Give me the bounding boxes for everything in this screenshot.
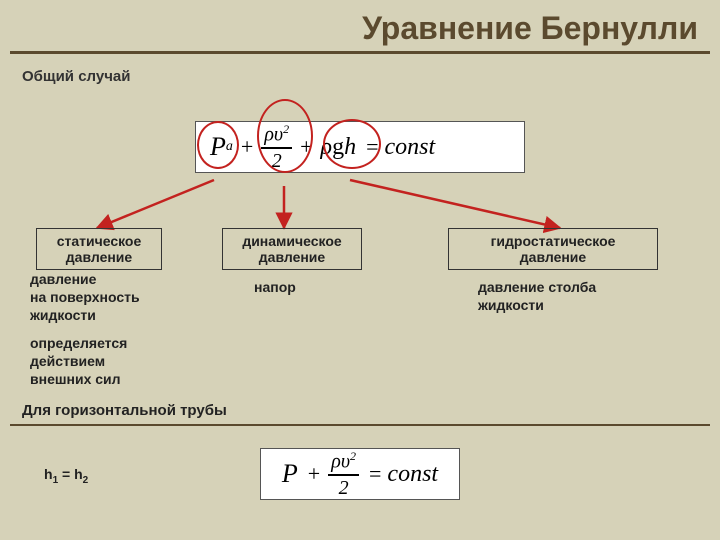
eq2-plus: + bbox=[308, 461, 320, 487]
eq2-const: const bbox=[387, 461, 438, 488]
eq1-const: const bbox=[384, 134, 435, 161]
desc-hydro-l2: жидкости bbox=[478, 297, 544, 313]
desc-static-l1: давление bbox=[30, 271, 96, 287]
desc-hydrostatic: давление столба жидкости bbox=[478, 278, 596, 314]
box-static-l1: статическое bbox=[57, 233, 142, 249]
box-dynamic-l1: динамическое bbox=[242, 233, 341, 249]
box-dynamic: динамическое давление bbox=[222, 228, 362, 270]
oval-hydrostatic bbox=[323, 119, 381, 169]
desc-dynamic-text: напор bbox=[254, 279, 296, 295]
equation-1-wrap: Pa + ρυ2 2 + ρgh = const bbox=[195, 99, 525, 194]
h1-eq-h2: h1 = h2 bbox=[44, 466, 88, 486]
desc-ext-l3: внешних сил bbox=[30, 371, 121, 387]
subheading-general: Общий случай bbox=[0, 54, 720, 85]
desc-static-l3: жидкости bbox=[30, 307, 96, 323]
desc-external-forces: определяется действием внешних сил bbox=[30, 334, 127, 389]
section2-rule bbox=[10, 424, 710, 426]
desc-static: давление на поверхность жидкости bbox=[30, 270, 140, 325]
eq2-P: P bbox=[282, 459, 298, 489]
h1-var: h bbox=[44, 466, 53, 482]
box-hydro-l1: гидростатическое bbox=[491, 233, 616, 249]
box-hydrostatic: гидростатическое давление bbox=[448, 228, 658, 270]
h2-sub: 2 bbox=[83, 475, 89, 486]
eq2-equals: = bbox=[369, 461, 381, 487]
box-static-l2: давление bbox=[66, 249, 132, 265]
box-dynamic-l2: давление bbox=[259, 249, 325, 265]
desc-dynamic: напор bbox=[254, 278, 296, 296]
eq1-plus-1: + bbox=[241, 134, 253, 160]
eq2-den: 2 bbox=[336, 478, 352, 498]
oval-dynamic bbox=[257, 99, 313, 173]
eq2-rho: ρ bbox=[331, 451, 341, 473]
box-static: статическое давление bbox=[36, 228, 162, 270]
h2-var: h bbox=[74, 466, 83, 482]
desc-static-l2: на поверхность bbox=[30, 289, 140, 305]
eq2-v: υ bbox=[341, 451, 350, 473]
desc-ext-l1: определяется bbox=[30, 335, 127, 351]
subheading-horizontal: Для горизонтальной трубы bbox=[22, 402, 227, 419]
equation-2: P + ρυ2 2 = const bbox=[260, 448, 460, 500]
eq2-exp: 2 bbox=[350, 449, 356, 463]
eq2-bar bbox=[328, 474, 359, 476]
h-eq-sign: = bbox=[58, 466, 74, 482]
desc-ext-l2: действием bbox=[30, 353, 105, 369]
desc-hydro-l1: давление столба bbox=[478, 279, 596, 295]
equation-2-wrap: P + ρυ2 2 = const bbox=[260, 448, 460, 500]
eq2-num: ρυ2 bbox=[328, 450, 359, 472]
oval-static bbox=[197, 121, 239, 169]
eq2-frac: ρυ2 2 bbox=[328, 450, 359, 497]
page-title: Уравнение Бернулли bbox=[0, 0, 720, 51]
box-hydro-l2: давление bbox=[520, 249, 586, 265]
